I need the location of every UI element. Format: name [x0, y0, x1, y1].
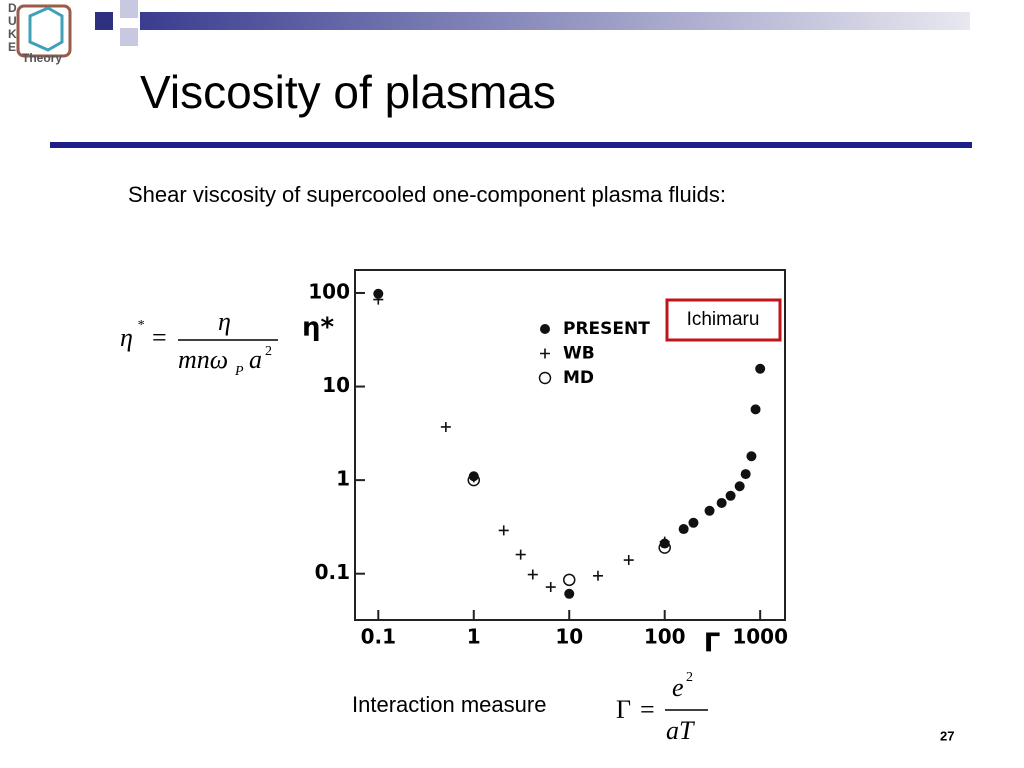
data-point — [373, 294, 384, 305]
data-point — [678, 524, 689, 535]
data-point — [564, 588, 575, 599]
formula-text: e — [672, 673, 684, 702]
data-point — [734, 481, 745, 492]
formula-text: P — [234, 364, 244, 379]
y-tick-label: 1 — [336, 467, 350, 491]
subtitle: Shear viscosity of supercooled one-compo… — [128, 182, 726, 207]
eta-formula: η * = η mnω P a 2 — [120, 307, 278, 379]
y-tick-label: 100 — [308, 279, 350, 303]
data-point — [545, 582, 556, 593]
axis-frame — [354, 269, 786, 621]
data-point — [725, 490, 736, 501]
logo-text: Theory — [22, 51, 62, 65]
annotation: Ichimaru — [687, 309, 760, 330]
data-point — [592, 570, 603, 581]
formula-text: aT — [666, 716, 695, 745]
formula-text: 2 — [686, 670, 693, 685]
x-tick-label: 100 — [644, 625, 686, 649]
formula-text: a — [249, 345, 262, 374]
logo-letter: U — [8, 14, 17, 28]
chart: 0.1 1 10 100 0.1 1 10 100 1000 Γη* PRESENT WB MD Ichi… — [302, 269, 788, 659]
logo-letter: K — [8, 27, 17, 41]
data-point — [750, 404, 761, 415]
legend-marker — [540, 324, 550, 334]
x-tick-label: 10 — [555, 625, 583, 649]
data-point — [740, 469, 751, 480]
legend-label: WB — [563, 344, 595, 364]
formula-text: * — [137, 318, 144, 333]
x-axis-label: Γ — [704, 629, 721, 659]
formula-text: = — [152, 323, 167, 352]
formula-text: mnω — [178, 345, 228, 374]
logo-letter: E — [8, 40, 16, 54]
legend-label: PRESENT — [563, 319, 650, 339]
annotation-box — [665, 298, 782, 342]
y-tick-label: 10 — [322, 373, 350, 397]
data-point — [562, 573, 576, 587]
slide-title: Viscosity of plasmas — [140, 66, 556, 118]
legend-marker — [540, 348, 550, 359]
y-tick-label: 0.1 — [315, 560, 350, 584]
formula-text: = — [640, 695, 655, 724]
data-point — [746, 451, 757, 462]
data-point — [440, 421, 451, 432]
header-decoration — [50, 0, 972, 148]
data-point — [498, 525, 509, 536]
formula-text: Γ — [616, 695, 631, 724]
gamma-formula: Γ = e 2 aT — [616, 670, 708, 745]
legend-label: MD — [563, 368, 594, 388]
data-point — [716, 497, 727, 508]
x-tick-label: 1000 — [732, 625, 788, 649]
page-number: 27 — [940, 728, 954, 743]
data-point — [467, 473, 481, 487]
logo: D U K E Theory — [8, 1, 72, 65]
data-point — [527, 569, 538, 580]
x-tick-label: 0.1 — [361, 625, 396, 649]
formula-text: η — [120, 323, 133, 352]
data-point — [623, 555, 634, 566]
formula-text: η — [218, 307, 231, 336]
x-tick-label: 1 — [467, 625, 481, 649]
data-point — [515, 549, 526, 560]
data-point — [704, 505, 715, 516]
legend-marker — [538, 371, 552, 385]
data-point — [755, 363, 766, 374]
data-point — [688, 517, 699, 528]
formula-text: 2 — [265, 344, 272, 359]
logo-letter: D — [8, 1, 17, 15]
data-point — [658, 541, 671, 554]
footer-label: Interaction measure — [352, 692, 546, 717]
data-point — [373, 288, 384, 299]
y-axis-label: η* — [302, 313, 335, 343]
